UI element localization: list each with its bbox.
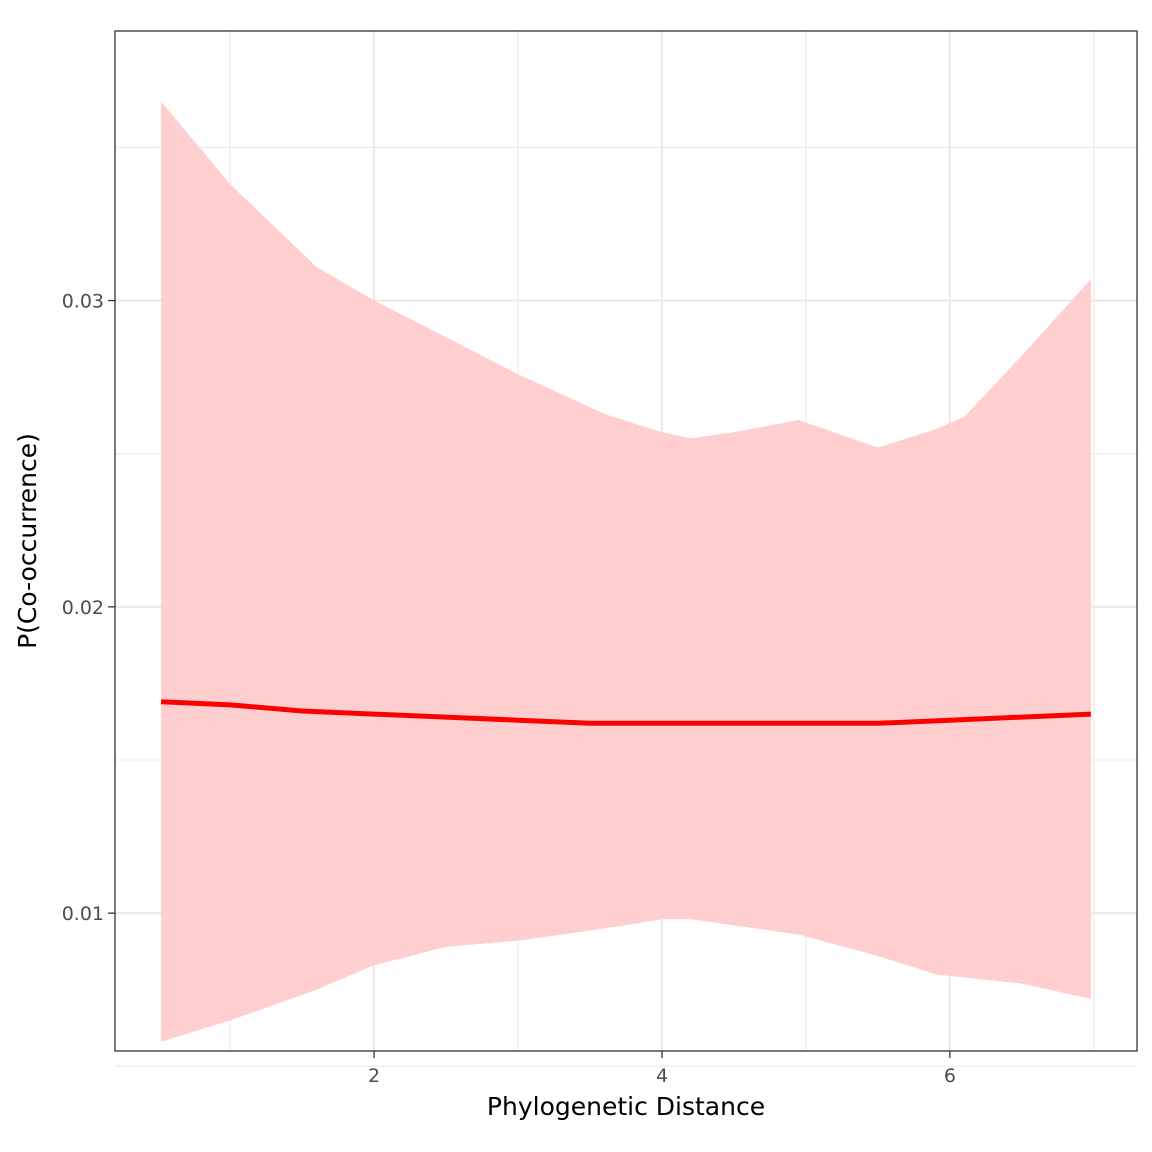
y-tick-label: 0.03	[62, 291, 104, 313]
x-tick-label: 4	[656, 1065, 668, 1087]
panel-border	[114, 30, 1138, 1052]
confidence-ribbon	[161, 101, 1091, 1042]
y-tick-label: 0.01	[62, 903, 104, 925]
fitted-line	[160, 699, 1092, 726]
x-tick-label: 2	[368, 1065, 380, 1087]
x-axis-title: Phylogenetic Distance	[487, 1092, 765, 1121]
y-tick-label: 0.02	[62, 597, 104, 619]
x-tick-label: 6	[944, 1065, 956, 1087]
x-axis-ticks: 2 4 6	[368, 1051, 956, 1087]
y-axis-ticks: 0.01 0.02 0.03	[62, 291, 115, 925]
y-axis-title: P(Co-occurrence)	[13, 433, 42, 649]
